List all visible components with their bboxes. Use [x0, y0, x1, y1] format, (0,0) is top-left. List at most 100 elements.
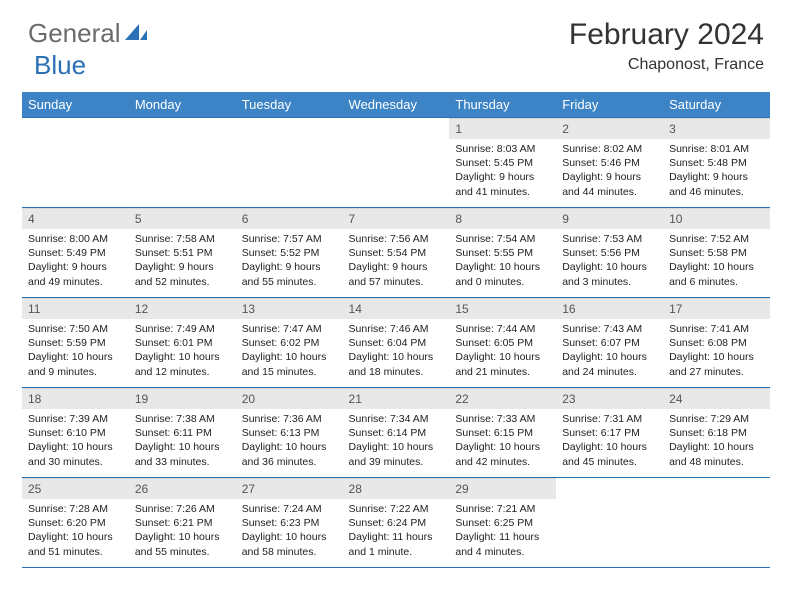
day-content: Sunrise: 8:03 AMSunset: 5:45 PMDaylight:…: [449, 139, 556, 205]
calendar-cell: 22Sunrise: 7:33 AMSunset: 6:15 PMDayligh…: [449, 388, 556, 478]
day-number: 23: [556, 388, 663, 409]
day-content: Sunrise: 7:52 AMSunset: 5:58 PMDaylight:…: [663, 229, 770, 295]
calendar-cell: 21Sunrise: 7:34 AMSunset: 6:14 PMDayligh…: [343, 388, 450, 478]
calendar-cell: 8Sunrise: 7:54 AMSunset: 5:55 PMDaylight…: [449, 208, 556, 298]
calendar-cell: 9Sunrise: 7:53 AMSunset: 5:56 PMDaylight…: [556, 208, 663, 298]
day-number: 27: [236, 478, 343, 499]
weekday-header: Saturday: [663, 92, 770, 118]
day-number: 13: [236, 298, 343, 319]
weekday-header: Tuesday: [236, 92, 343, 118]
day-number: 17: [663, 298, 770, 319]
calendar-cell: 11Sunrise: 7:50 AMSunset: 5:59 PMDayligh…: [22, 298, 129, 388]
day-content: Sunrise: 7:31 AMSunset: 6:17 PMDaylight:…: [556, 409, 663, 475]
day-content: Sunrise: 7:21 AMSunset: 6:25 PMDaylight:…: [449, 499, 556, 565]
calendar-table: SundayMondayTuesdayWednesdayThursdayFrid…: [22, 92, 770, 568]
day-content: Sunrise: 7:43 AMSunset: 6:07 PMDaylight:…: [556, 319, 663, 385]
day-content: Sunrise: 7:53 AMSunset: 5:56 PMDaylight:…: [556, 229, 663, 295]
calendar-cell: [236, 118, 343, 208]
logo-text-blue: Blue: [34, 50, 86, 81]
calendar-cell: 17Sunrise: 7:41 AMSunset: 6:08 PMDayligh…: [663, 298, 770, 388]
day-number: 20: [236, 388, 343, 409]
calendar-cell: 10Sunrise: 7:52 AMSunset: 5:58 PMDayligh…: [663, 208, 770, 298]
calendar-cell: 24Sunrise: 7:29 AMSunset: 6:18 PMDayligh…: [663, 388, 770, 478]
calendar-cell: 19Sunrise: 7:38 AMSunset: 6:11 PMDayligh…: [129, 388, 236, 478]
day-number: 1: [449, 118, 556, 139]
day-content: Sunrise: 7:46 AMSunset: 6:04 PMDaylight:…: [343, 319, 450, 385]
month-title: February 2024: [569, 18, 764, 52]
logo-sail-icon: [125, 22, 147, 47]
day-number: 22: [449, 388, 556, 409]
day-number: 21: [343, 388, 450, 409]
day-content: Sunrise: 8:01 AMSunset: 5:48 PMDaylight:…: [663, 139, 770, 205]
day-content: Sunrise: 7:26 AMSunset: 6:21 PMDaylight:…: [129, 499, 236, 565]
day-number: 7: [343, 208, 450, 229]
header: General February 2024 Chaponost, France: [0, 0, 792, 82]
weekday-header: Monday: [129, 92, 236, 118]
weekday-header: Wednesday: [343, 92, 450, 118]
day-content: Sunrise: 7:34 AMSunset: 6:14 PMDaylight:…: [343, 409, 450, 475]
calendar-cell: 3Sunrise: 8:01 AMSunset: 5:48 PMDaylight…: [663, 118, 770, 208]
weekday-header: Sunday: [22, 92, 129, 118]
day-number: 6: [236, 208, 343, 229]
day-content: Sunrise: 7:24 AMSunset: 6:23 PMDaylight:…: [236, 499, 343, 565]
day-content: Sunrise: 7:54 AMSunset: 5:55 PMDaylight:…: [449, 229, 556, 295]
day-number: 3: [663, 118, 770, 139]
day-content: Sunrise: 7:58 AMSunset: 5:51 PMDaylight:…: [129, 229, 236, 295]
day-content: Sunrise: 7:39 AMSunset: 6:10 PMDaylight:…: [22, 409, 129, 475]
day-content: Sunrise: 7:29 AMSunset: 6:18 PMDaylight:…: [663, 409, 770, 475]
day-content: Sunrise: 7:50 AMSunset: 5:59 PMDaylight:…: [22, 319, 129, 385]
calendar-body: 1Sunrise: 8:03 AMSunset: 5:45 PMDaylight…: [22, 118, 770, 568]
calendar-cell: 12Sunrise: 7:49 AMSunset: 6:01 PMDayligh…: [129, 298, 236, 388]
day-number: 2: [556, 118, 663, 139]
calendar-cell: 18Sunrise: 7:39 AMSunset: 6:10 PMDayligh…: [22, 388, 129, 478]
day-content: Sunrise: 7:33 AMSunset: 6:15 PMDaylight:…: [449, 409, 556, 475]
day-number: 18: [22, 388, 129, 409]
calendar-cell: 23Sunrise: 7:31 AMSunset: 6:17 PMDayligh…: [556, 388, 663, 478]
day-content: Sunrise: 7:36 AMSunset: 6:13 PMDaylight:…: [236, 409, 343, 475]
calendar-cell: 25Sunrise: 7:28 AMSunset: 6:20 PMDayligh…: [22, 478, 129, 568]
day-number: 11: [22, 298, 129, 319]
day-number: 15: [449, 298, 556, 319]
calendar-cell: 20Sunrise: 7:36 AMSunset: 6:13 PMDayligh…: [236, 388, 343, 478]
calendar-header-row: SundayMondayTuesdayWednesdayThursdayFrid…: [22, 92, 770, 118]
calendar-cell: 29Sunrise: 7:21 AMSunset: 6:25 PMDayligh…: [449, 478, 556, 568]
day-content: Sunrise: 7:28 AMSunset: 6:20 PMDaylight:…: [22, 499, 129, 565]
day-number: 10: [663, 208, 770, 229]
day-number: 8: [449, 208, 556, 229]
calendar-cell: 15Sunrise: 7:44 AMSunset: 6:05 PMDayligh…: [449, 298, 556, 388]
calendar-cell: 13Sunrise: 7:47 AMSunset: 6:02 PMDayligh…: [236, 298, 343, 388]
logo-text-general: General: [28, 18, 121, 49]
day-number: 16: [556, 298, 663, 319]
day-number: 28: [343, 478, 450, 499]
weekday-header: Thursday: [449, 92, 556, 118]
calendar-cell: 16Sunrise: 7:43 AMSunset: 6:07 PMDayligh…: [556, 298, 663, 388]
day-content: Sunrise: 8:00 AMSunset: 5:49 PMDaylight:…: [22, 229, 129, 295]
calendar-cell: 27Sunrise: 7:24 AMSunset: 6:23 PMDayligh…: [236, 478, 343, 568]
calendar-cell: [22, 118, 129, 208]
calendar-cell: 14Sunrise: 7:46 AMSunset: 6:04 PMDayligh…: [343, 298, 450, 388]
day-content: Sunrise: 7:38 AMSunset: 6:11 PMDaylight:…: [129, 409, 236, 475]
day-content: Sunrise: 7:44 AMSunset: 6:05 PMDaylight:…: [449, 319, 556, 385]
day-number: 24: [663, 388, 770, 409]
day-number: 5: [129, 208, 236, 229]
day-number: 9: [556, 208, 663, 229]
day-content: Sunrise: 7:47 AMSunset: 6:02 PMDaylight:…: [236, 319, 343, 385]
day-number: 25: [22, 478, 129, 499]
day-number: 12: [129, 298, 236, 319]
location: Chaponost, France: [569, 56, 764, 74]
calendar-cell: 6Sunrise: 7:57 AMSunset: 5:52 PMDaylight…: [236, 208, 343, 298]
calendar-cell: 1Sunrise: 8:03 AMSunset: 5:45 PMDaylight…: [449, 118, 556, 208]
day-number: 19: [129, 388, 236, 409]
calendar-cell: 28Sunrise: 7:22 AMSunset: 6:24 PMDayligh…: [343, 478, 450, 568]
calendar-cell: [663, 478, 770, 568]
day-content: Sunrise: 7:49 AMSunset: 6:01 PMDaylight:…: [129, 319, 236, 385]
calendar-cell: 4Sunrise: 8:00 AMSunset: 5:49 PMDaylight…: [22, 208, 129, 298]
weekday-header: Friday: [556, 92, 663, 118]
calendar-cell: 2Sunrise: 8:02 AMSunset: 5:46 PMDaylight…: [556, 118, 663, 208]
calendar-cell: 5Sunrise: 7:58 AMSunset: 5:51 PMDaylight…: [129, 208, 236, 298]
calendar-cell: [343, 118, 450, 208]
logo: General: [28, 18, 149, 49]
title-block: February 2024 Chaponost, France: [569, 18, 764, 74]
day-content: Sunrise: 8:02 AMSunset: 5:46 PMDaylight:…: [556, 139, 663, 205]
day-number: 26: [129, 478, 236, 499]
